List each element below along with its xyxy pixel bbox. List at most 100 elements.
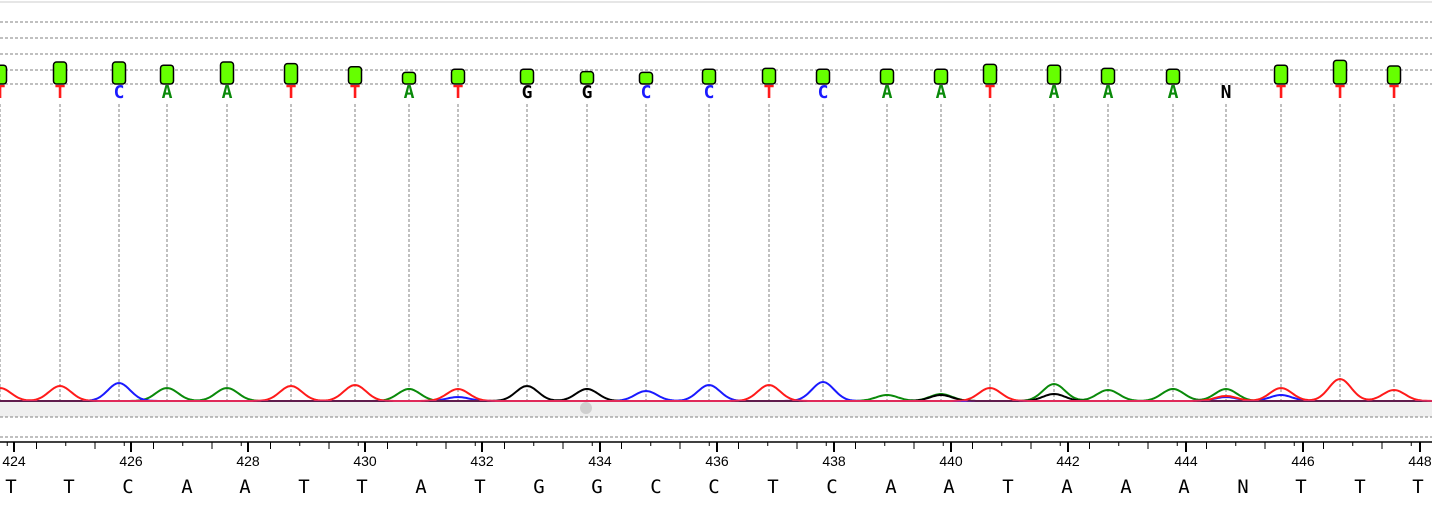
sequence-base: A — [1120, 476, 1132, 498]
base-call-label: A — [1168, 82, 1179, 103]
base-call-label: T — [350, 82, 361, 103]
ruler-label: 430 — [353, 453, 377, 469]
quality-bar — [1046, 64, 1062, 85]
quality-bar — [579, 70, 595, 85]
quality-bar — [111, 61, 127, 85]
base-call-label: A — [162, 82, 173, 103]
base-call-label: N — [1221, 82, 1232, 103]
ruler-label: 438 — [822, 453, 846, 469]
quality-bar — [347, 66, 363, 85]
quality-bar — [879, 68, 895, 85]
ruler-label: 426 — [119, 453, 143, 469]
sequence-base: A — [181, 476, 193, 498]
base-call-label: G — [582, 82, 593, 103]
quality-bar — [1332, 59, 1348, 85]
sequence-base: T — [356, 476, 367, 498]
ruler-label: 448 — [1408, 453, 1432, 469]
scroll-handle[interactable] — [580, 402, 592, 414]
quality-bar — [701, 68, 717, 85]
ruler-band — [0, 400, 1432, 438]
quality-bar — [1386, 65, 1402, 85]
quality-bar — [933, 68, 949, 85]
ruler-label: 442 — [1056, 453, 1080, 469]
base-call-label: A — [222, 82, 233, 103]
base-call-label: A — [882, 82, 893, 103]
sequence-base: C — [708, 476, 719, 498]
quality-bar — [982, 63, 998, 85]
ruler-label: 434 — [588, 453, 612, 469]
sequence-base: A — [415, 476, 427, 498]
base-call-label: T — [764, 82, 775, 103]
quality-bar — [1165, 68, 1181, 85]
sequence-base: T — [474, 476, 485, 498]
base-call-label: T — [1335, 82, 1346, 103]
trace-curves — [0, 377, 1432, 402]
quality-bar — [52, 61, 68, 85]
ruler-label: 440 — [939, 453, 963, 469]
base-call-label: C — [818, 82, 829, 103]
position-ruler: 424 426 428 430 432 434 436 438 440 442 444 446 448 — [0, 441, 1432, 469]
base-call-label: A — [404, 82, 415, 103]
base-call-label: T — [286, 82, 297, 103]
sequence-base: C — [650, 476, 661, 498]
base-call-label: T — [1389, 82, 1400, 103]
quality-bar — [401, 71, 417, 85]
sequence-base: T — [298, 476, 309, 498]
quality-bar — [761, 67, 777, 85]
sequence-base: N — [1237, 476, 1248, 498]
ruler-label: 428 — [236, 453, 260, 469]
base-call-label: A — [936, 82, 947, 103]
quality-bar — [159, 64, 175, 85]
base-call-label: C — [704, 82, 715, 103]
quality-bars — [0, 59, 1402, 85]
quality-bar — [815, 68, 831, 85]
quality-bar — [1100, 67, 1116, 85]
sequence-base: A — [239, 476, 251, 498]
base-call-label: T — [0, 82, 6, 103]
ruler-label: 446 — [1291, 453, 1315, 469]
quality-bar — [638, 71, 654, 85]
base-call-label: G — [522, 82, 533, 103]
quality-bar — [519, 68, 535, 85]
quality-bar — [450, 68, 466, 85]
sequence-base: T — [1295, 476, 1306, 498]
sequence-base: T — [5, 476, 16, 498]
base-call-label: C — [114, 82, 125, 103]
sequence-base: T — [767, 476, 778, 498]
ruler-label: 444 — [1174, 453, 1198, 469]
quality-guide-lines — [0, 1, 1432, 85]
sequence-base: T — [1354, 476, 1365, 498]
ruler-label: 432 — [470, 453, 494, 469]
scroll-band — [0, 400, 1432, 417]
base-call-label: C — [641, 82, 652, 103]
ruler-label: 424 — [2, 453, 26, 469]
quality-bar — [0, 64, 8, 85]
peak-position-lines — [0, 104, 1395, 400]
sequence-base: T — [1002, 476, 1013, 498]
sequence-base: G — [591, 476, 602, 498]
sequence-base: A — [1178, 476, 1190, 498]
base-call-label: A — [1049, 82, 1060, 103]
sequence-base: A — [1061, 476, 1073, 498]
sequence-base: A — [885, 476, 897, 498]
quality-bar — [219, 61, 235, 85]
base-call-label: A — [1103, 82, 1114, 103]
sequence-base: C — [826, 476, 837, 498]
ruler-label: 436 — [705, 453, 729, 469]
quality-bar — [1273, 64, 1289, 85]
sequence-base: C — [122, 476, 133, 498]
sequence-base: T — [1412, 476, 1423, 498]
base-call-label: T — [453, 82, 464, 103]
base-call-label: T — [985, 82, 996, 103]
sequence-base: A — [943, 476, 955, 498]
base-call-label: T — [1276, 82, 1287, 103]
trace-T — [0, 377, 1432, 402]
sequence-base: T — [63, 476, 74, 498]
base-call-label: T — [55, 82, 66, 103]
quality-bar — [283, 62, 299, 85]
sequence-base: G — [533, 476, 544, 498]
